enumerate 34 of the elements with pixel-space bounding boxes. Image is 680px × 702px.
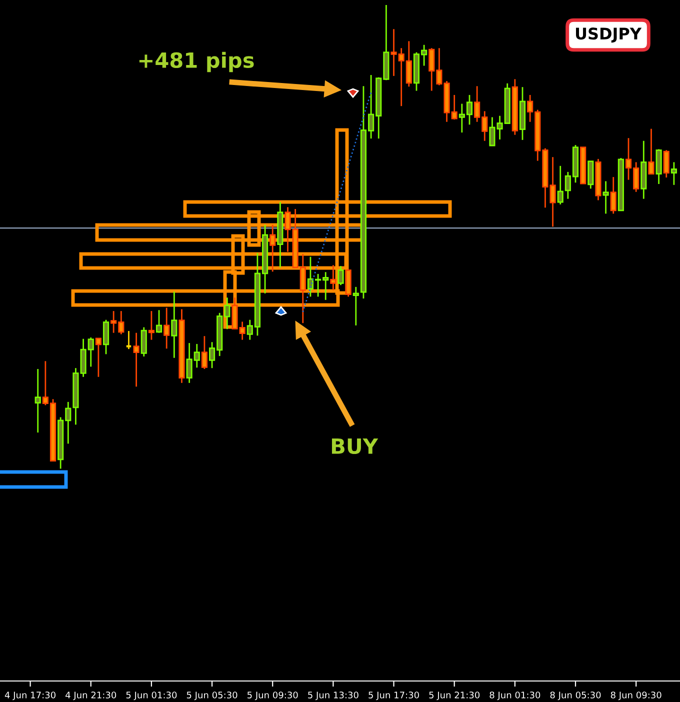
candlestick [602, 180, 609, 214]
annotation: USDJPY [576, 28, 642, 43]
candlestick [307, 256, 314, 298]
candlestick [125, 330, 132, 350]
x-tick-label: 8 Jun 09:30 [610, 692, 662, 700]
candlestick [588, 160, 594, 190]
x-tick-label: 4 Jun 17:30 [4, 692, 56, 700]
candlestick [648, 128, 654, 174]
candlestick [34, 368, 41, 434]
x-tick-label: 5 Jun 09:30 [248, 692, 298, 700]
candlestick [156, 309, 162, 334]
x-tick-label: 5 Jun 17:30 [368, 692, 419, 700]
x-tick-label: 4 Jun 21:30 [66, 692, 116, 700]
candlestick [352, 286, 359, 326]
annotation: +481 pips [139, 52, 254, 72]
candlestick [338, 265, 344, 286]
candlestick [102, 319, 110, 355]
candlestick [670, 162, 677, 186]
x-tick-label: 5 Jun 21:30 [429, 692, 480, 700]
candlestick [610, 176, 616, 214]
candlestick [201, 335, 208, 370]
candlestick [140, 326, 147, 358]
candlestick [663, 149, 670, 178]
candlestick [133, 332, 140, 388]
candlestick [148, 310, 154, 340]
x-tick-label: 5 Jun 05:30 [186, 692, 238, 700]
annotation: BUY [332, 438, 378, 454]
x-tick-label: 8 Jun 01:30 [490, 692, 540, 700]
candlestick [171, 290, 178, 359]
candlestick [95, 338, 102, 378]
x-tick-label: 8 Jun 05:30 [550, 692, 601, 700]
x-tick-label: 5 Jun 13:30 [308, 692, 358, 700]
x-tick-label: 5 Jun 01:30 [126, 692, 177, 700]
candlestick [656, 148, 662, 185]
